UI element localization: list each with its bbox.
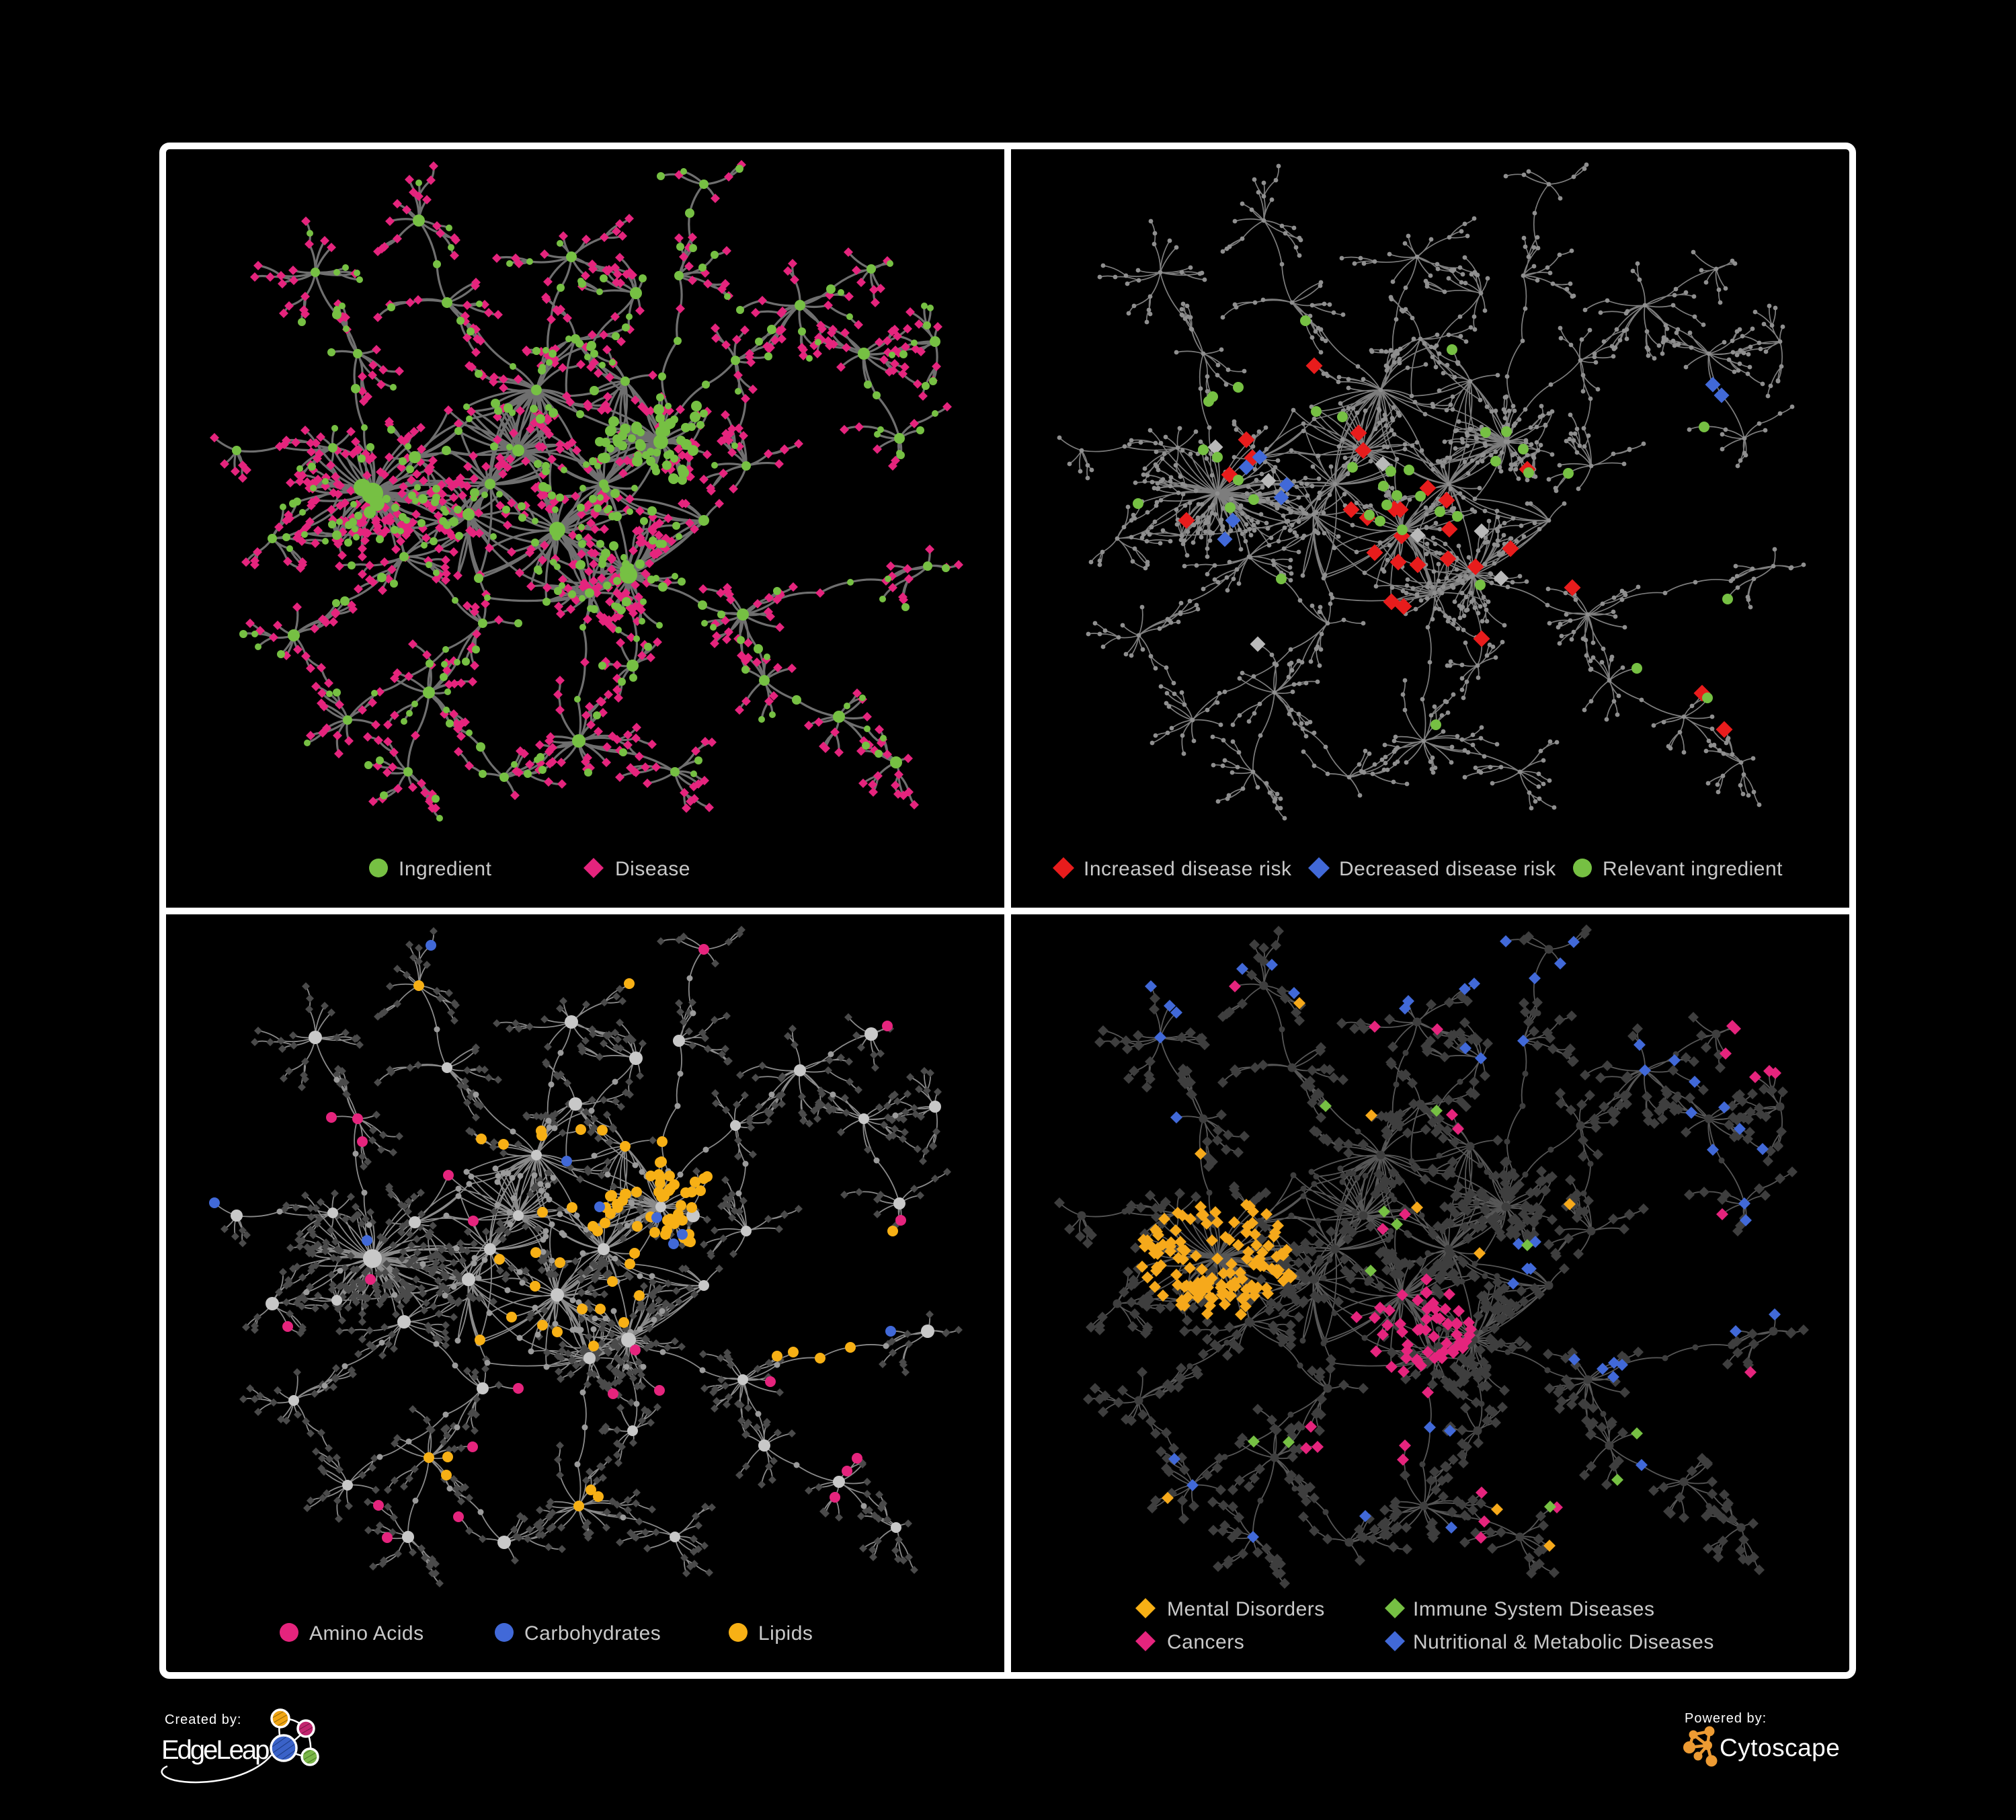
svg-text:Lipids: Lipids <box>758 1622 813 1645</box>
svg-text:Nutritional & Metabolic Diseas: Nutritional & Metabolic Diseases <box>1413 1631 1714 1653</box>
svg-text:Disease: Disease <box>615 858 690 880</box>
svg-text:Increased disease risk: Increased disease risk <box>1084 858 1292 880</box>
svg-text:Decreased disease risk: Decreased disease risk <box>1339 858 1556 880</box>
svg-text:Amino Acids: Amino Acids <box>309 1622 424 1645</box>
svg-text:Relevant ingredient: Relevant ingredient <box>1603 858 1783 880</box>
svg-text:Created by:: Created by: <box>165 1712 241 1727</box>
svg-text:Ingredient: Ingredient <box>399 858 492 880</box>
svg-text:Carbohydrates: Carbohydrates <box>524 1622 661 1645</box>
svg-text:Cytoscape: Cytoscape <box>1720 1734 1840 1762</box>
svg-text:Powered by:: Powered by: <box>1685 1711 1767 1726</box>
svg-text:EdgeLeap: EdgeLeap <box>161 1735 269 1765</box>
svg-text:Mental Disorders: Mental Disorders <box>1167 1598 1325 1620</box>
svg-text:Immune System Diseases: Immune System Diseases <box>1413 1598 1654 1620</box>
svg-text:Cancers: Cancers <box>1167 1631 1244 1653</box>
